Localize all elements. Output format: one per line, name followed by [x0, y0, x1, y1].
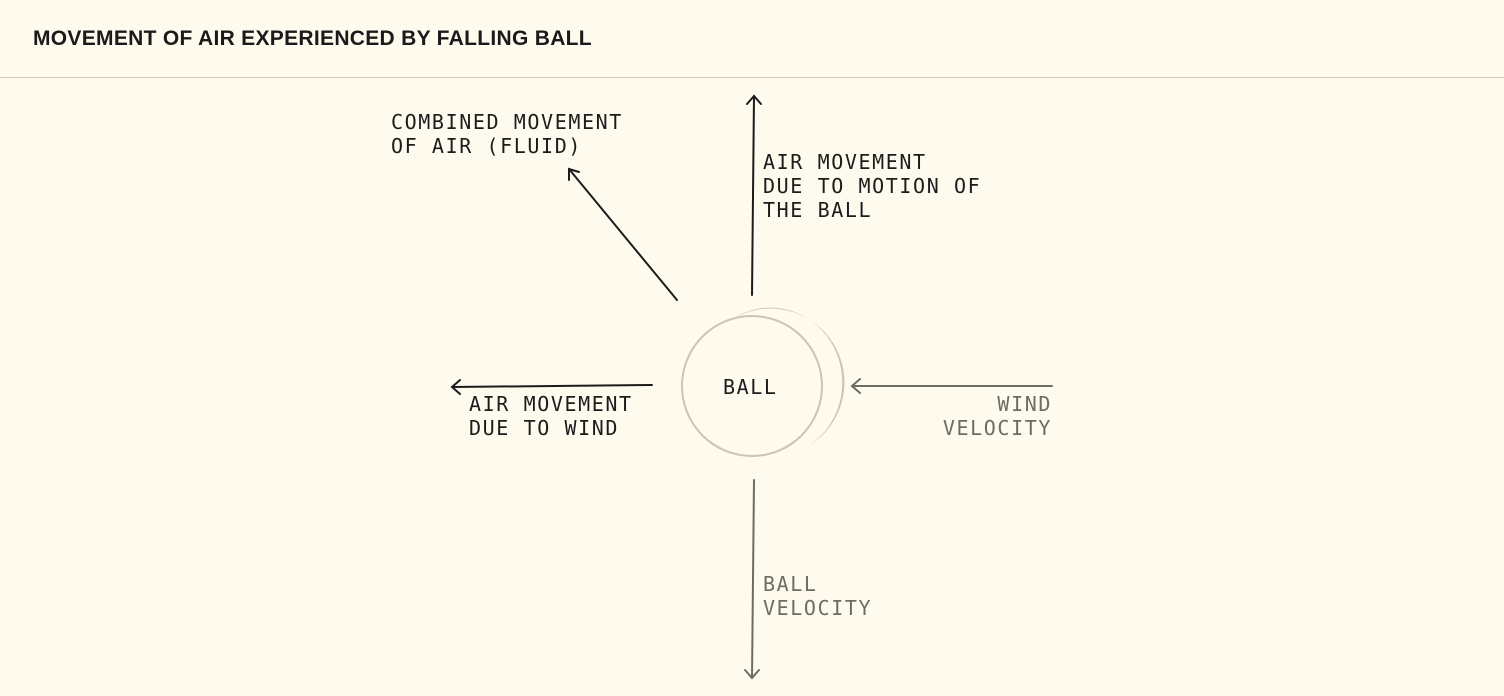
label-line: VELOCITY [942, 416, 1052, 440]
label-line: THE BALL [763, 198, 873, 222]
ball-outline [681, 315, 823, 457]
label-line: DUE TO WIND [469, 416, 620, 440]
combined-air-arrow [568, 167, 678, 301]
label-line: DUE TO MOTION OF [763, 174, 982, 198]
label-line: OF AIR (FLUID) [391, 134, 582, 158]
combined-movement-label: COMBINED MOVEMENT OF AIR (FLUID) [391, 110, 623, 158]
ball-label: BALL [723, 375, 778, 399]
ball-velocity-label: BALL VELOCITY [763, 572, 872, 620]
page-title: MOVEMENT OF AIR EXPERIENCED BY FALLING B… [33, 27, 592, 50]
wind-velocity-arrow [850, 378, 1053, 394]
ball [681, 307, 845, 457]
wind-velocity-label: WIND VELOCITY [943, 392, 1052, 440]
wind-air-arrow [450, 379, 653, 395]
header-bar: MOVEMENT OF AIR EXPERIENCED BY FALLING B… [0, 0, 1504, 78]
label-line: BALL [763, 572, 818, 596]
motion-air-arrow [746, 94, 762, 296]
motion-air-label: AIR MOVEMENT DUE TO MOTION OF THE BALL [763, 150, 981, 222]
label-line: COMBINED MOVEMENT [391, 110, 623, 134]
label-line: AIR MOVEMENT [469, 392, 633, 416]
label-line: AIR MOVEMENT [763, 150, 927, 174]
label-line: VELOCITY [763, 596, 873, 620]
ball-velocity-arrow [744, 479, 760, 680]
label-line: WIND [997, 392, 1052, 416]
wind-air-label: AIR MOVEMENT DUE TO WIND [469, 392, 633, 440]
